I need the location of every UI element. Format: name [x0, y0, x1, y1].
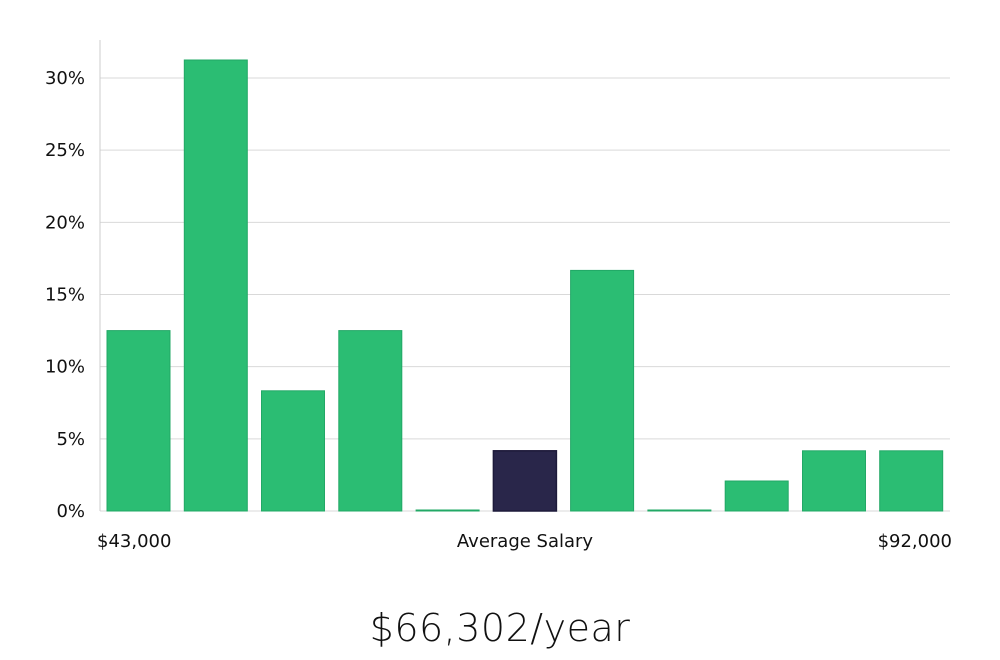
bar — [338, 330, 403, 512]
bar — [802, 450, 866, 512]
y-tick-label: 10% — [45, 357, 85, 378]
bar — [879, 450, 944, 512]
x-label-min: $43,000 — [97, 531, 171, 552]
bar — [724, 480, 789, 512]
y-tick-label: 15% — [45, 285, 85, 306]
y-tick-label: 0% — [56, 501, 85, 522]
bar — [106, 330, 171, 512]
x-label-max: $92,000 — [878, 531, 952, 552]
bar — [261, 390, 325, 512]
y-tick-label: 30% — [45, 68, 85, 89]
bar — [183, 59, 248, 512]
y-tick-label: 25% — [45, 140, 85, 161]
bar — [647, 509, 712, 512]
bars — [106, 59, 944, 512]
x-label-average: Average Salary — [457, 531, 594, 552]
bar-average-salary — [492, 450, 558, 512]
y-tick-label: 5% — [56, 429, 85, 450]
average-salary-value: $66,302/year — [369, 606, 631, 650]
salary-distribution-chart: 0% 5% 10% 15% 20% 25% 30% $43,000 Average Sala… — [45, 40, 952, 552]
y-axis-ticks: 0% 5% 10% 15% 20% 25% 30% — [45, 68, 85, 522]
bar — [415, 509, 480, 512]
bar — [570, 269, 635, 512]
y-tick-label: 20% — [45, 212, 85, 233]
